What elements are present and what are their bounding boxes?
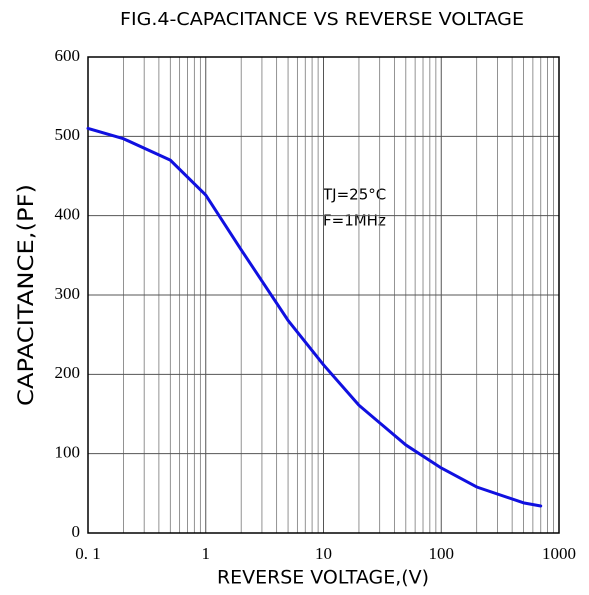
x-tick-label: 1 — [202, 544, 211, 563]
y-tick-label: 600 — [55, 46, 81, 65]
y-tick-label: 500 — [55, 125, 81, 144]
plot-frame — [87, 56, 560, 534]
x-tick-label: 10 — [315, 544, 332, 563]
x-tick-label: 0. 1 — [75, 544, 101, 563]
y-tick-label: 300 — [55, 284, 81, 303]
y-axis-label: CAPACITANCE,(PF) — [14, 184, 38, 406]
y-tick-label: 200 — [55, 363, 81, 382]
x-tick-label: 100 — [429, 544, 455, 563]
y-tick-label: 100 — [55, 443, 81, 462]
annotation: F=1MHz — [323, 212, 386, 230]
data-line — [86, 126, 543, 508]
x-axis-label: REVERSE VOLTAGE,(V) — [217, 567, 429, 589]
y-tick-label: 0 — [72, 522, 81, 541]
annotation: TJ=25°C — [322, 186, 386, 204]
x-tick-label: 1000 — [542, 544, 576, 563]
y-tick-label: 400 — [55, 205, 81, 224]
chart-title: FIG.4-CAPACITANCE VS REVERSE VOLTAGE — [120, 9, 524, 30]
